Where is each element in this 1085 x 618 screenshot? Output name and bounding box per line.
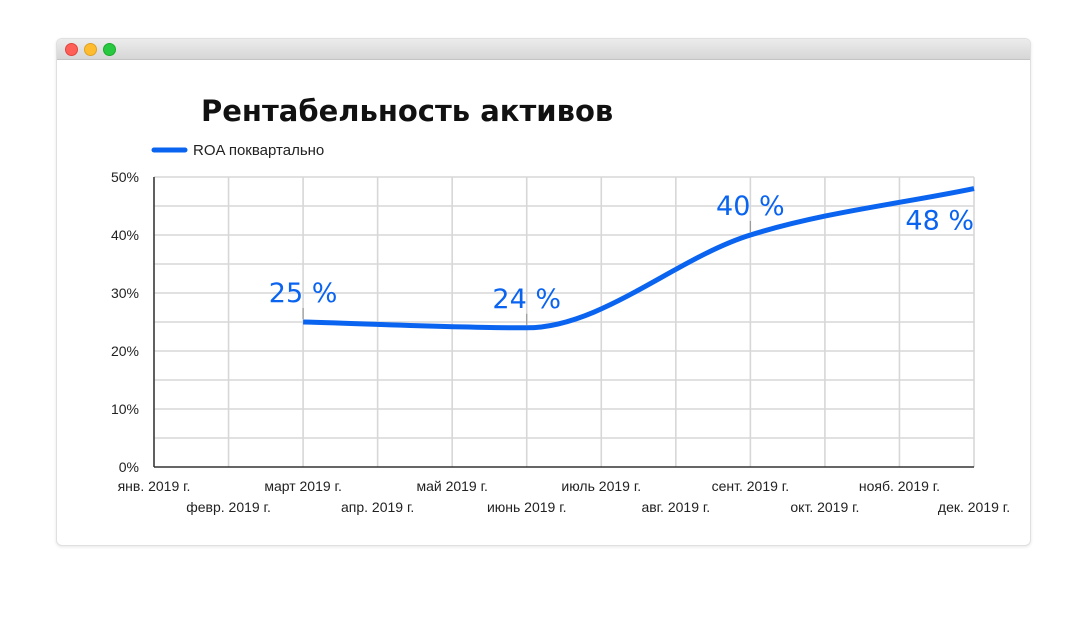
series-line-roa: [303, 186, 975, 331]
window-titlebar: [57, 39, 1030, 60]
x-tick-label: февр. 2019 г.: [186, 499, 271, 515]
y-axis: 0% 10% 20% 30% 40% 50%: [111, 169, 139, 475]
browser-window: Рентабельность активов ROA поквартально …: [56, 38, 1031, 546]
x-tick-label: авг. 2019 г.: [641, 499, 710, 515]
minimize-window-icon[interactable]: [84, 43, 97, 56]
x-tick-label: окт. 2019 г.: [790, 499, 859, 515]
x-tick-label: март 2019 г.: [264, 478, 342, 494]
x-tick-label: нояб. 2019 г.: [859, 478, 940, 494]
y-tick-label: 30%: [111, 285, 139, 301]
close-window-icon[interactable]: [65, 43, 78, 56]
roa-chart: Рентабельность активов ROA поквартально …: [111, 94, 1011, 515]
data-label: 24 %: [492, 284, 561, 315]
data-label: 25 %: [269, 278, 338, 309]
data-label: 48 %: [905, 206, 974, 237]
x-tick-label: янв. 2019 г.: [118, 478, 191, 494]
x-tick-label: дек. 2019 г.: [938, 499, 1010, 515]
maximize-window-icon[interactable]: [103, 43, 116, 56]
legend-label: ROA поквартально: [193, 142, 324, 159]
series-roa: [303, 186, 975, 331]
data-label: 40 %: [716, 191, 785, 222]
x-tick-label: сент. 2019 г.: [712, 478, 789, 494]
x-tick-label: май 2019 г.: [416, 478, 487, 494]
x-tick-label: июнь 2019 г.: [487, 499, 567, 515]
y-tick-label: 0%: [119, 459, 139, 475]
grid: [153, 176, 975, 468]
y-tick-label: 50%: [111, 169, 139, 185]
x-tick-label: июль 2019 г.: [561, 478, 641, 494]
x-tick-label: апр. 2019 г.: [341, 499, 414, 515]
data-labels: 25 % 24 % 40 % 48 %: [269, 191, 974, 325]
chart-legend: ROA поквартально: [151, 142, 324, 159]
y-tick-label: 20%: [111, 343, 139, 359]
y-tick-label: 40%: [111, 227, 139, 243]
chart-title: Рентабельность активов: [201, 94, 613, 128]
x-axis: янв. 2019 г. февр. 2019 г. март 2019 г. апр…: [118, 478, 1011, 515]
y-tick-label: 10%: [111, 401, 139, 417]
